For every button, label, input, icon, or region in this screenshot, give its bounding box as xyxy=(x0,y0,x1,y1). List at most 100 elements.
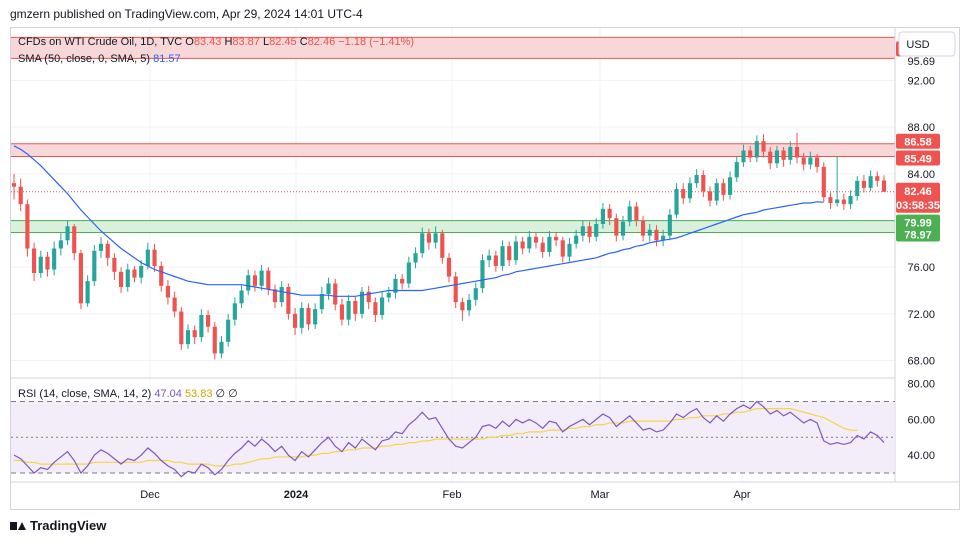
candle-down xyxy=(45,256,50,270)
candle-down xyxy=(333,283,338,305)
candle-up xyxy=(413,253,418,263)
candle-down xyxy=(440,233,445,258)
candle-up xyxy=(627,206,632,222)
sma-line xyxy=(13,145,824,297)
candle-down xyxy=(560,240,565,257)
candle-up xyxy=(386,292,391,298)
zone-tag-7897-bg xyxy=(896,226,940,242)
candle-up xyxy=(734,162,739,178)
chart-frame xyxy=(10,27,960,510)
candle-down xyxy=(493,255,498,266)
candle-down xyxy=(119,271,124,287)
candle-down xyxy=(339,304,344,320)
candle-up xyxy=(58,240,63,249)
legend-segment: 83.43 xyxy=(194,36,225,48)
candle-down xyxy=(641,220,646,236)
candle-up xyxy=(259,270,264,286)
legend-segment: O xyxy=(185,36,194,48)
candle-down xyxy=(881,180,887,192)
legend-segment: L xyxy=(263,36,269,48)
zone-tag-7999-bg xyxy=(896,214,940,230)
legend-segment: 83.87 xyxy=(232,36,263,48)
candle-up xyxy=(38,256,43,273)
support-zone xyxy=(11,220,895,233)
candles xyxy=(11,133,887,360)
candle-down xyxy=(72,226,77,254)
candle-up xyxy=(647,229,652,236)
candle-down xyxy=(105,243,110,258)
legend-rsi: RSI (14, close, SMA, 14, 2) 47.04 53.83 … xyxy=(18,388,238,400)
tradingview-footer[interactable]: TradingView xyxy=(10,518,106,533)
candle-up xyxy=(487,255,492,261)
legend-segment: H xyxy=(224,36,232,48)
candle-down xyxy=(801,157,806,165)
legend-sma: SMA (50, close, 0, SMA, 5) 81.57 xyxy=(18,53,181,65)
rsi-line xyxy=(13,400,885,478)
candle-up xyxy=(580,226,585,236)
candle-down xyxy=(373,302,378,315)
candle-down xyxy=(366,291,371,303)
price-tick-label: 76.00 xyxy=(907,262,935,274)
candle-up xyxy=(299,308,304,328)
candle-down xyxy=(426,233,431,243)
candle-up xyxy=(728,177,733,195)
time-tick-label: 2024 xyxy=(284,489,309,501)
candle-up xyxy=(326,283,331,294)
tradingview-logo-icon xyxy=(10,520,26,532)
candle-up xyxy=(433,233,438,243)
candle-up xyxy=(808,157,813,165)
candle-down xyxy=(272,289,278,303)
last-price-tag-text: 03:58:35 xyxy=(896,200,940,212)
candle-down xyxy=(607,208,612,219)
candle-up xyxy=(687,183,692,199)
zone-tag-8658-bg xyxy=(896,133,940,149)
candle-down xyxy=(11,183,17,187)
candle-up xyxy=(754,141,759,158)
candle-down xyxy=(761,141,766,152)
time-tick-label: Feb xyxy=(443,489,462,501)
candle-down xyxy=(293,313,298,328)
zone-tag-8549-bg xyxy=(896,150,940,166)
candle-up xyxy=(279,287,284,303)
candle-up xyxy=(788,147,793,160)
candle-up xyxy=(92,250,97,282)
legend-segment: −1.18 (−1.41%) xyxy=(338,36,414,48)
candle-down xyxy=(794,147,800,158)
candle-up xyxy=(467,299,472,311)
candle-down xyxy=(446,257,452,277)
candle-down xyxy=(32,248,37,273)
price-tick-label: 92.00 xyxy=(907,76,935,88)
candle-down xyxy=(748,150,753,158)
candle-down xyxy=(540,242,545,252)
candle-up xyxy=(594,224,599,237)
time-tick-label: Apr xyxy=(733,489,750,501)
candle-up xyxy=(500,246,505,266)
candle-up xyxy=(85,281,90,304)
candle-down xyxy=(306,308,311,325)
candle-down xyxy=(78,253,83,304)
candle-up xyxy=(125,269,130,287)
price-tick-partial: 95.69 xyxy=(907,56,935,68)
currency-button-bg[interactable] xyxy=(898,31,956,57)
candle-down xyxy=(165,285,170,298)
candle-up xyxy=(219,341,224,354)
candle-down xyxy=(861,180,866,188)
legend-segment: RSI (14, close, SMA, 14, 2) xyxy=(18,388,154,400)
candle-up xyxy=(380,297,385,315)
candle-down xyxy=(212,326,217,354)
legend-segment: ∅ ∅ xyxy=(216,388,238,400)
candle-up xyxy=(714,183,719,201)
resistance-zone-mid xyxy=(11,143,895,157)
publisher-caption: gmzern published on TradingView.com, Apr… xyxy=(10,7,363,21)
candle-up xyxy=(246,275,251,291)
candle-up xyxy=(420,233,425,254)
candle-down xyxy=(554,236,559,241)
candle-down xyxy=(252,275,257,286)
candle-down xyxy=(353,301,358,314)
candle-up xyxy=(835,199,840,203)
price-tick-label: 72.00 xyxy=(907,309,935,321)
candle-down xyxy=(132,269,137,278)
candle-down xyxy=(18,186,23,205)
candle-up xyxy=(65,226,70,241)
